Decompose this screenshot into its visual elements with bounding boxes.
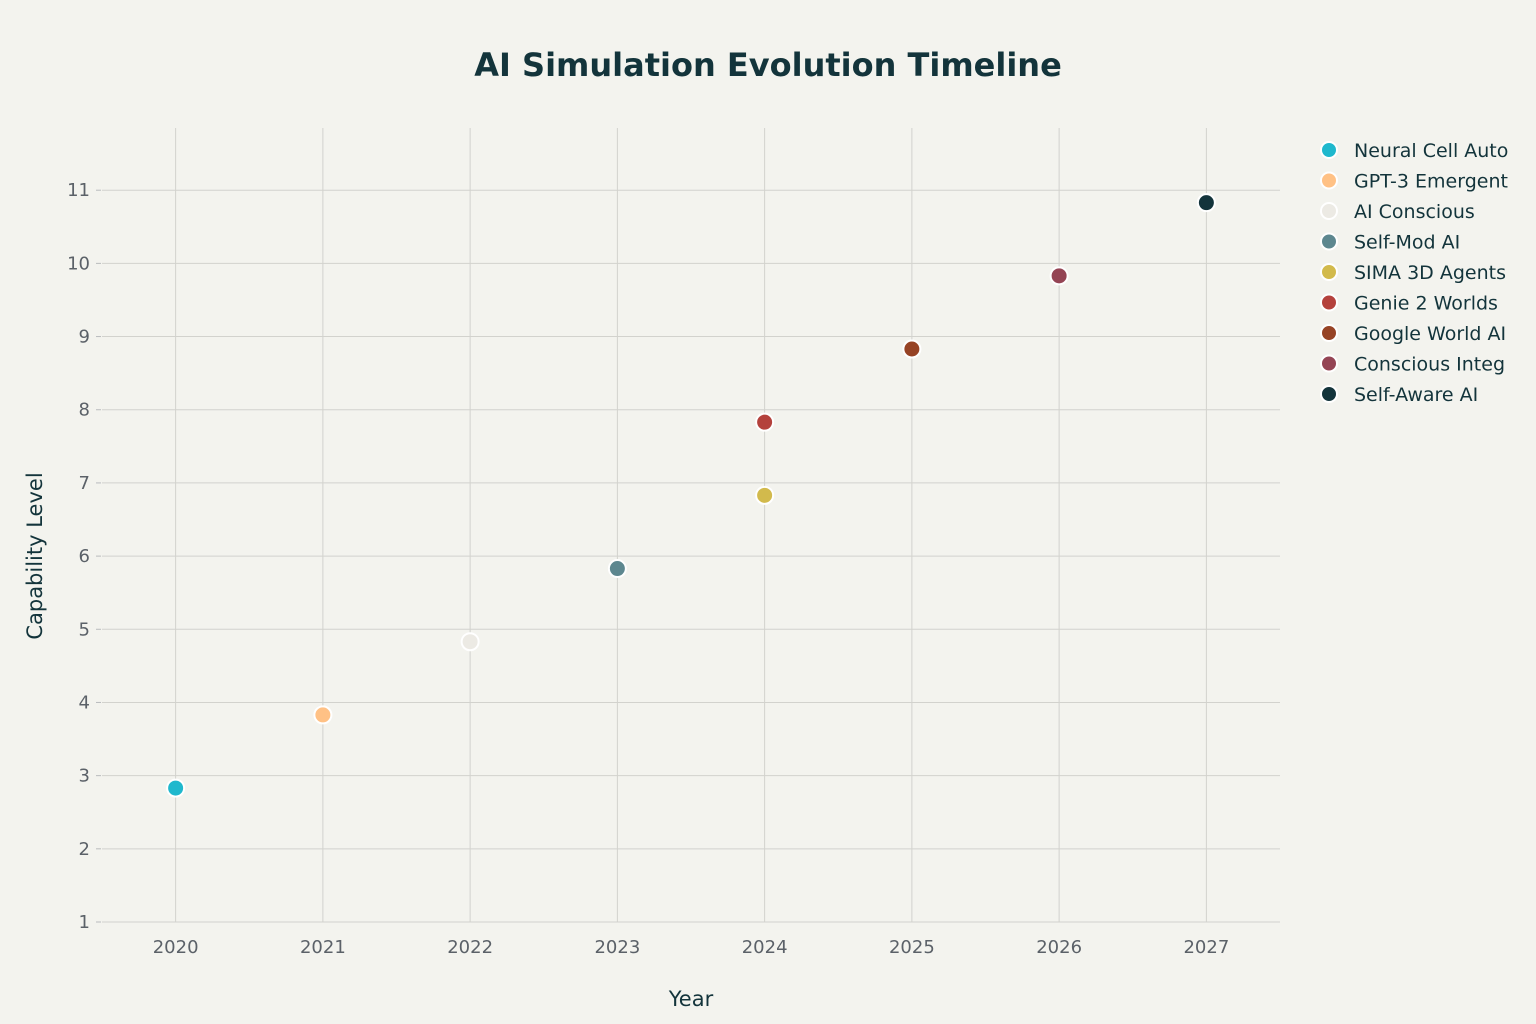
x-axis-ticks: 2020 2021 2022 2023 2024 2025 2026 2027 xyxy=(153,937,1230,958)
legend-item[interactable]: Self-Mod AI xyxy=(1320,232,1460,254)
legend-marker xyxy=(1320,263,1338,281)
y-gridlines xyxy=(102,189,1280,923)
y-axis-ticks: 1 2 3 4 5 6 7 8 9 10 11 xyxy=(67,180,101,933)
y-tick-label: 2 xyxy=(79,839,90,860)
legend-marker xyxy=(1320,293,1338,312)
data-point[interactable] xyxy=(902,339,922,359)
legend-item[interactable]: Conscious Integ xyxy=(1320,354,1505,376)
y-tick-label: 11 xyxy=(67,180,90,201)
x-tick-label: 2027 xyxy=(1183,937,1229,958)
y-tick-label: 5 xyxy=(79,619,90,640)
legend-marker xyxy=(1320,354,1338,373)
y-tick-label: 10 xyxy=(67,253,90,274)
legend-item[interactable]: Genie 2 Worlds xyxy=(1320,293,1498,315)
data-point[interactable] xyxy=(460,632,480,652)
data-point[interactable] xyxy=(166,778,186,798)
data-point[interactable] xyxy=(755,485,775,505)
legend-label: AI Conscious xyxy=(1354,201,1475,223)
legend-label: Self-Mod AI xyxy=(1354,232,1460,254)
legend-label: Conscious Integ xyxy=(1354,354,1505,376)
x-tick-label: 2025 xyxy=(889,937,935,958)
x-tick-label: 2020 xyxy=(153,937,199,958)
y-axis-title: Capability Level xyxy=(23,472,47,639)
x-tick-label: 2021 xyxy=(300,937,346,958)
legend-item[interactable]: GPT-3 Emergent xyxy=(1320,171,1508,193)
y-tick-label: 4 xyxy=(79,692,90,713)
legend-marker xyxy=(1320,141,1338,159)
y-tick-label: 3 xyxy=(79,766,90,787)
legend-marker xyxy=(1320,171,1338,190)
legend-label: Self-Aware AI xyxy=(1354,384,1478,406)
data-point[interactable] xyxy=(607,559,627,579)
data-point[interactable] xyxy=(1196,193,1216,213)
legend-marker xyxy=(1320,324,1338,342)
data-point[interactable] xyxy=(755,412,775,432)
legend-item[interactable]: Self-Aware AI xyxy=(1320,384,1478,406)
legend-item[interactable]: Neural Cell Auto xyxy=(1320,140,1508,162)
x-tick-label: 2026 xyxy=(1036,937,1082,958)
x-tick-label: 2024 xyxy=(742,937,788,958)
legend-marker xyxy=(1320,232,1338,251)
y-tick-label: 1 xyxy=(79,912,90,933)
y-tick-label: 9 xyxy=(79,327,90,348)
legend-label: Neural Cell Auto xyxy=(1354,140,1508,162)
y-tick-label: 6 xyxy=(79,546,90,567)
legend-item[interactable]: Google World AI xyxy=(1320,323,1506,345)
legend-item[interactable]: SIMA 3D Agents xyxy=(1320,262,1506,284)
x-tick-label: 2023 xyxy=(594,937,640,958)
chart-title: AI Simulation Evolution Timeline xyxy=(474,46,1062,84)
legend-item[interactable]: AI Conscious xyxy=(1320,201,1475,223)
y-tick-label: 8 xyxy=(79,400,90,421)
legend[interactable]: Neural Cell Auto GPT-3 Emergent AI Conscio… xyxy=(1320,140,1508,406)
data-points xyxy=(166,193,1216,798)
legend-label: GPT-3 Emergent xyxy=(1354,171,1508,193)
x-gridlines xyxy=(175,128,1207,922)
legend-marker xyxy=(1320,202,1338,220)
data-point[interactable] xyxy=(1049,266,1069,286)
legend-label: SIMA 3D Agents xyxy=(1354,262,1506,284)
data-point[interactable] xyxy=(313,705,333,725)
x-tick-label: 2022 xyxy=(447,937,493,958)
x-axis-title: Year xyxy=(668,987,714,1011)
y-tick-label: 7 xyxy=(79,473,90,494)
legend-label: Google World AI xyxy=(1354,323,1506,345)
legend-label: Genie 2 Worlds xyxy=(1354,293,1498,315)
legend-marker xyxy=(1320,385,1338,403)
